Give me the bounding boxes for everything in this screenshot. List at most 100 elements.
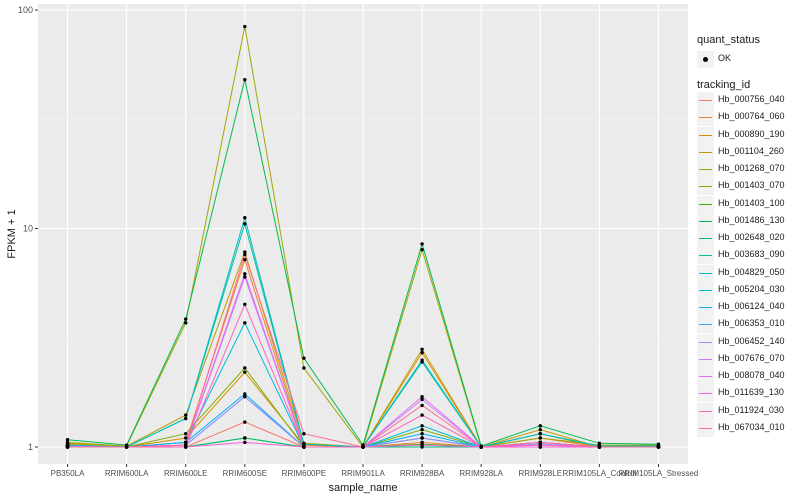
legend-line-swatch (699, 289, 712, 291)
x-tick-label: RRIM600PE (282, 469, 326, 478)
legend-item: Hb_067034_010 (697, 419, 797, 437)
data-point (420, 403, 424, 408)
legend-item: Hb_011639_130 (697, 385, 797, 403)
data-point (361, 445, 365, 449)
legend-line-swatch (699, 220, 712, 222)
data-point (538, 424, 542, 428)
legend-item: Hb_000890_190 (697, 126, 797, 144)
legend-key (697, 402, 714, 420)
data-point (243, 420, 247, 424)
data-point (184, 440, 188, 445)
data-point (243, 275, 247, 279)
legend-key (697, 385, 714, 403)
legend-line-swatch (699, 169, 712, 170)
legend-key (697, 230, 714, 247)
legend-label: Hb_005204_030 (718, 283, 785, 294)
data-point (243, 24, 247, 29)
data-point (184, 416, 188, 421)
legend-item: Hb_002648_020 (697, 230, 797, 247)
data-point (243, 272, 247, 276)
legend-label: Hb_002648_020 (718, 232, 785, 242)
axes: 1 10 100 PB350LA RRIM600LA RRIM600LE RRIM600SE… (18, 5, 698, 478)
legend-key (697, 264, 714, 282)
data-point (243, 257, 247, 262)
data-point (65, 445, 70, 449)
data-point (420, 394, 424, 399)
data-point (184, 413, 188, 417)
data-point (420, 242, 424, 246)
legend-line-swatch (699, 203, 712, 205)
legend-item: Hb_006452_140 (697, 333, 797, 351)
legend-label: Hb_008078_040 (718, 370, 785, 380)
data-point (243, 321, 247, 325)
data-point (243, 77, 247, 82)
legend-label: Hb_011639_130 (718, 387, 784, 398)
data-point (184, 317, 188, 321)
legend-label: Hb_001403_100 (718, 197, 785, 208)
legend-tracking-title: tracking_id (697, 79, 751, 91)
legend-line-swatch (699, 100, 712, 101)
x-tick-label: RRIM928BA (400, 469, 445, 478)
data-point (420, 397, 424, 402)
data-point (420, 247, 424, 252)
legend-key (697, 368, 714, 385)
legend-line-swatch (699, 427, 712, 429)
data-point (420, 443, 424, 447)
legend-key (697, 316, 714, 334)
legend-label: Hb_001104_260 (718, 145, 784, 156)
data-point (302, 366, 306, 370)
legend-key (697, 350, 714, 368)
legend-key (697, 247, 714, 265)
data-point (538, 440, 542, 445)
legend-item: Hb_007676_070 (697, 350, 797, 368)
legend-item: Hb_001486_130 (697, 212, 797, 230)
point-icon (703, 57, 708, 62)
legend-label: Hb_006124_040 (718, 301, 785, 311)
legend-label: Hb_007676_070 (718, 352, 785, 363)
legend-line-swatch (699, 341, 712, 343)
data-point (184, 443, 188, 447)
data-point (420, 358, 424, 362)
data-point (65, 440, 70, 445)
legend-key (697, 212, 714, 230)
data-point (302, 356, 306, 360)
legend-key (697, 299, 714, 316)
data-point (243, 252, 247, 257)
data-point (243, 436, 247, 440)
legend-item: Hb_001403_100 (697, 195, 797, 213)
legend-line-swatch (699, 376, 712, 377)
legend-label: Hb_001403_070 (718, 180, 785, 191)
legend-label: Hb_001486_130 (718, 214, 785, 225)
x-tick-label: RRIM600SE (223, 469, 267, 478)
data-point (597, 441, 602, 445)
legend-ok-key (697, 51, 714, 68)
legend-label: Hb_000756_040 (718, 94, 785, 104)
y-tick-label: 100 (18, 5, 33, 15)
legend-line-swatch (699, 307, 712, 308)
x-tick-label: RRIM105LA_Stressed (619, 469, 699, 478)
legend-item: Hb_000756_040 (697, 92, 797, 109)
legend-item: Hb_008078_040 (697, 368, 797, 385)
data-point (243, 216, 247, 220)
data-point (420, 436, 424, 440)
data-point (243, 394, 247, 399)
legend-item: Hb_000764_060 (697, 109, 797, 127)
data-point (243, 440, 247, 445)
y-axis-label: FPKM + 1 (6, 209, 18, 258)
legend-item: Hb_006353_010 (697, 316, 797, 334)
x-tick-label: PB350LA (51, 469, 85, 478)
data-point (302, 445, 306, 449)
data-point (302, 442, 306, 446)
x-tick-label: RRIM901LA (341, 469, 385, 478)
legend-item: Hb_003683_090 (697, 247, 797, 265)
legend-line-swatch (699, 272, 712, 274)
data-point (420, 424, 424, 428)
data-point (597, 445, 602, 449)
data-point (243, 302, 247, 306)
legend-label: Hb_067034_010 (718, 421, 785, 432)
legend-key (697, 195, 714, 213)
data-point (538, 432, 542, 436)
legend-label: Hb_011924_030 (718, 404, 784, 415)
data-point (243, 222, 247, 226)
